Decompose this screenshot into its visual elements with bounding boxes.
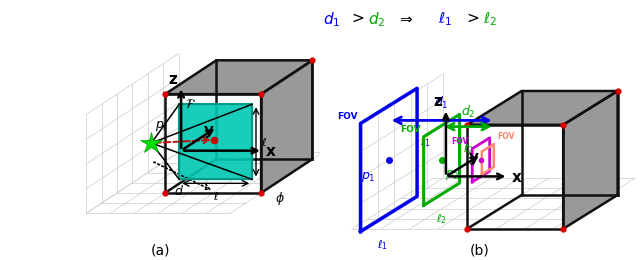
Text: FOV: FOV	[452, 137, 469, 146]
Text: $\mathcal{F}$: $\mathcal{F}$	[186, 98, 196, 111]
Text: $\ell_1$: $\ell_1$	[420, 135, 431, 149]
Polygon shape	[179, 104, 252, 179]
Polygon shape	[165, 60, 312, 94]
Polygon shape	[563, 91, 618, 229]
Text: $d_2$: $d_2$	[368, 10, 385, 29]
Text: $p_1$: $p_1$	[362, 170, 376, 184]
Text: z: z	[168, 72, 177, 87]
Text: $d_1$: $d_1$	[323, 10, 340, 29]
Text: y: y	[204, 123, 214, 138]
Text: FOV: FOV	[337, 112, 357, 121]
Text: $d_1$: $d_1$	[435, 95, 449, 111]
Text: y: y	[468, 150, 479, 165]
Text: FOV: FOV	[497, 132, 515, 141]
Text: $\ell$: $\ell$	[261, 136, 267, 148]
Polygon shape	[467, 91, 618, 125]
Text: $\ell_1$: $\ell_1$	[377, 238, 388, 252]
Polygon shape	[261, 60, 312, 193]
Text: $\Rightarrow$: $\Rightarrow$	[397, 10, 414, 25]
Text: $\ell_2$: $\ell_2$	[463, 142, 474, 156]
Text: $\ell_1$: $\ell_1$	[438, 10, 452, 28]
Text: FOV: FOV	[400, 125, 420, 134]
Text: $\phi$: $\phi$	[275, 190, 284, 207]
Text: $p_2$: $p_2$	[445, 168, 460, 182]
Text: $\ell_2$: $\ell_2$	[436, 212, 447, 226]
Text: (b): (b)	[470, 243, 490, 257]
Text: $d$: $d$	[174, 184, 184, 198]
Text: x: x	[511, 170, 522, 185]
Text: $>$: $>$	[349, 10, 365, 25]
Text: (a): (a)	[150, 243, 170, 257]
Text: $p_t$: $p_t$	[155, 119, 168, 133]
Text: z: z	[433, 94, 442, 109]
Text: $d_2$: $d_2$	[461, 104, 476, 120]
Text: $\ell_2$: $\ell_2$	[483, 10, 497, 28]
Text: $\ell$: $\ell$	[212, 190, 219, 202]
Text: x: x	[266, 144, 276, 159]
Text: $>$: $>$	[464, 10, 480, 25]
